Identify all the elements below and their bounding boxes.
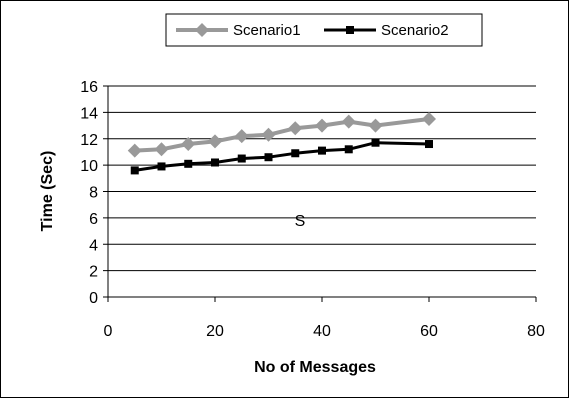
data-point-scenario2-8 (318, 146, 326, 155)
data-point-scenario2-11 (425, 140, 433, 149)
legend-marker-scenario2 (346, 26, 354, 34)
x-tick-label-20: 20 (206, 323, 224, 340)
axes (103, 85, 537, 302)
y-tick-label-8: 8 (89, 185, 98, 202)
legend-marker-scenario1 (195, 23, 209, 37)
data-point-scenario2-6 (264, 153, 273, 162)
data-point-scenario2-5 (237, 154, 246, 163)
y-tick-label-4: 4 (89, 237, 98, 254)
data-point-scenario1-8 (315, 118, 329, 133)
y-tick-label-12: 12 (80, 132, 98, 149)
legend-label-scenario2: Scenario2 (381, 22, 449, 39)
x-tick-label-80: 80 (527, 323, 545, 340)
data-point-scenario2-7 (291, 149, 300, 158)
series-group (127, 111, 436, 175)
y-tick-label-10: 10 (80, 158, 98, 175)
data-point-scenario1-2 (154, 142, 169, 157)
x-tick-label-60: 60 (420, 323, 438, 340)
y-tick-label-6: 6 (89, 211, 98, 228)
x-tick-labels: 0 20 40 60 80 (104, 323, 545, 340)
data-point-scenario1-7 (288, 121, 303, 136)
y-tick-label-16: 16 (80, 79, 98, 96)
y-tick-labels: 0 2 4 6 8 10 12 14 16 (80, 79, 98, 307)
legend: Scenario1 Scenario2 (165, 13, 483, 47)
data-point-scenario2-3 (184, 159, 193, 168)
data-point-scenario1-1 (127, 143, 142, 158)
data-point-scenario1-6 (261, 127, 276, 142)
data-point-scenario2-2 (157, 162, 166, 171)
data-point-scenario2-4 (211, 158, 219, 167)
data-point-scenario2-9 (344, 145, 353, 154)
data-point-scenario1-3 (181, 137, 196, 152)
legend-label-scenario1: Scenario1 (233, 22, 301, 39)
y-tick-label-14: 14 (80, 105, 98, 122)
data-point-scenario1-4 (208, 134, 222, 149)
data-point-scenario2-1 (130, 166, 139, 175)
y-tick-label-2: 2 (89, 264, 98, 281)
x-tick-label-40: 40 (313, 323, 331, 340)
y-axis-title: Time (Sec) (39, 151, 56, 232)
data-point-scenario1-11 (422, 111, 436, 126)
x-axis-title: No of Messages (254, 359, 376, 376)
x-tick-label-0: 0 (104, 323, 113, 340)
data-point-scenario1-10 (368, 118, 383, 133)
y-tick-label-0: 0 (89, 290, 98, 307)
chart-annotation: S (295, 213, 306, 230)
data-point-scenario1-5 (234, 129, 249, 144)
data-point-scenario2-10 (371, 138, 380, 147)
data-point-scenario1-9 (341, 114, 356, 129)
